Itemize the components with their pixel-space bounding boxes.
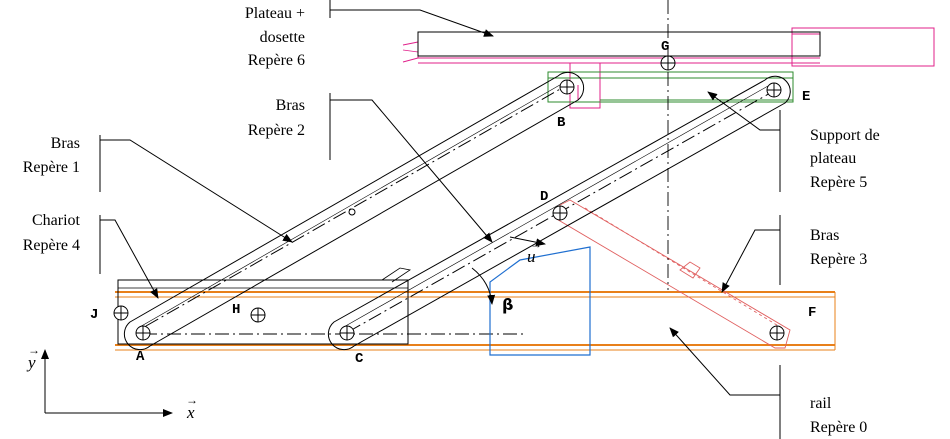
plateau (402, 27, 935, 109)
joint-a (135, 325, 151, 341)
label-bras2-2: Repère 2 (248, 122, 305, 139)
point-h-label: H (232, 302, 240, 318)
joint-e (766, 82, 782, 98)
label-rail-2: Repère 0 (810, 419, 867, 436)
x-axis-label: x (186, 403, 195, 422)
label-plateau-1: Plateau + (245, 5, 305, 22)
label-support-2: plateau (810, 150, 856, 167)
label-support-3: Repère 5 (810, 174, 867, 191)
point-b-label: B (557, 115, 566, 131)
joint-j (113, 305, 129, 321)
label-bras1-2: Repère 1 (23, 159, 80, 176)
joint-c (339, 325, 355, 341)
label-plateau-2: dosette (260, 29, 305, 46)
point-g-label: G (661, 39, 669, 55)
label-plateau-3: Repère 6 (248, 52, 305, 69)
bras1-hole (348, 208, 356, 216)
u-arrow-glyph: → (530, 237, 542, 251)
joint-b (559, 79, 575, 95)
point-d-label: D (540, 189, 548, 205)
u-vector (471, 236, 546, 305)
point-j-label: J (90, 307, 98, 323)
x-arrow-glyph: → (186, 393, 198, 407)
point-a-label: A (136, 349, 145, 365)
label-bras3-1: Bras (810, 227, 839, 244)
bras1-arm (123, 71, 585, 351)
label-support-1: Support de (810, 127, 880, 144)
beta-label: β (502, 295, 513, 314)
joints (113, 55, 785, 341)
y-arrow-glyph: → (28, 343, 40, 357)
point-c-label: C (355, 351, 364, 367)
label-bras2-1: Bras (276, 97, 305, 114)
label-bras3-2: Repère 3 (810, 251, 867, 268)
joint-h (250, 307, 266, 323)
leader-lines (99, 0, 781, 439)
label-rail-1: rail (810, 395, 832, 412)
label-chariot-1: Chariot (32, 212, 81, 229)
xy-axes (41, 349, 173, 417)
point-f-label: F (808, 305, 816, 321)
point-e-label: E (802, 89, 810, 105)
label-bras1-1: Bras (51, 135, 80, 152)
support-plateau (547, 71, 794, 103)
joint-d (552, 205, 568, 221)
joint-g (660, 55, 676, 71)
label-chariot-2: Repère 4 (23, 237, 80, 254)
chariot (117, 267, 412, 345)
rail (115, 291, 836, 351)
u-label: u (527, 247, 536, 266)
joint-f (769, 325, 785, 341)
y-axis-label: y (26, 353, 36, 372)
